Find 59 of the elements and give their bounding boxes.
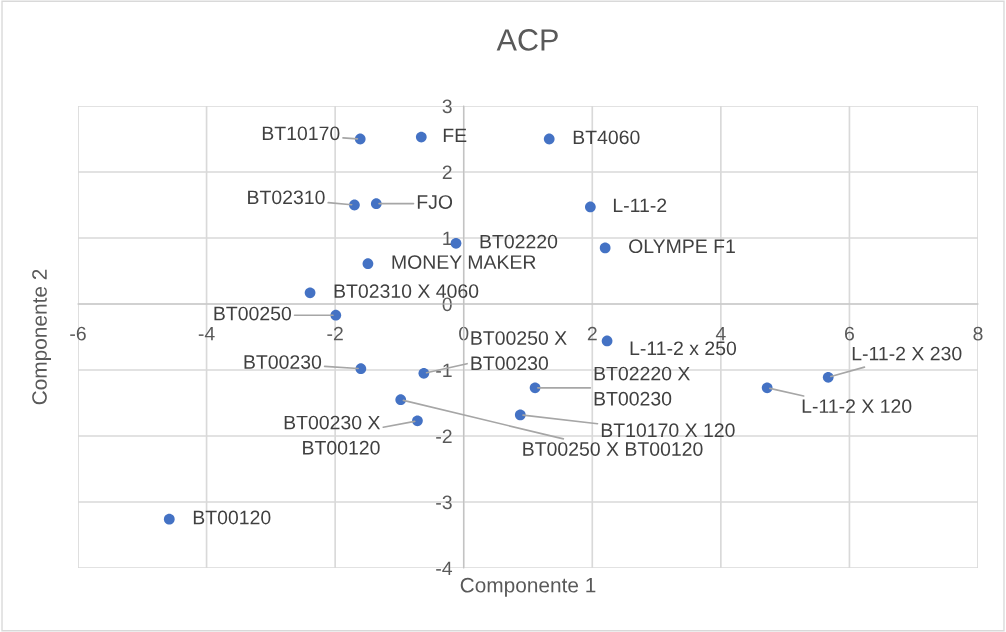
annotation: OLYMPE F1: [629, 239, 735, 254]
annotation: BT00230: [244, 355, 322, 369]
point: [415, 131, 427, 143]
annotation: BT10170 X 120: [601, 423, 735, 438]
annotation: L-11-2 X 120: [802, 399, 912, 414]
y-tick-label: 1: [443, 231, 452, 246]
y-tick-label: 0: [442, 297, 452, 312]
x-tick-label: 8: [973, 326, 983, 341]
point: [599, 242, 611, 254]
annotation: L-11-2 X 230: [852, 346, 962, 361]
point: [330, 309, 342, 321]
x-tick-label: -2: [327, 326, 343, 341]
annotation: BT02220: [480, 234, 558, 249]
y-tick-label: 3: [442, 99, 452, 114]
annotation: BT00250: [214, 306, 292, 321]
point: [543, 133, 555, 145]
point: [362, 258, 374, 270]
y-tick-label: -1: [436, 363, 452, 378]
y-tick-label: -4: [436, 561, 453, 576]
x-tick-label: -6: [70, 326, 86, 341]
x-tick-label: 0: [459, 326, 469, 341]
annotation: BT4060: [573, 130, 640, 145]
point: [514, 409, 526, 421]
point: [418, 367, 430, 379]
chart-title: ACP: [496, 29, 558, 51]
annotation: BT10170: [262, 126, 340, 141]
point: [450, 237, 462, 249]
point: [412, 415, 423, 427]
annotation: L-11-2 x 250: [630, 341, 737, 356]
y-axis-title: Componente 2: [32, 269, 51, 405]
point: [584, 201, 596, 213]
x-tick-label: -4: [198, 326, 215, 341]
annotation: BT02220 X BT00230: [594, 366, 690, 406]
y-tick-label: -3: [436, 495, 452, 510]
x-tick-label: 2: [587, 326, 597, 341]
point: [304, 287, 316, 299]
annotation: BT02310 X 4060: [334, 284, 479, 298]
x-tick-label: 6: [845, 326, 854, 341]
annotation: MONEY MAKER: [392, 255, 536, 269]
annotation: FJO: [417, 195, 453, 209]
annotation: L-11-2: [613, 198, 667, 213]
annotation: BT00250 X BT00120: [523, 442, 703, 456]
y-tick-label: -2: [436, 429, 452, 444]
annotation: BT00230 X BT00120: [284, 415, 381, 455]
annotation: FE: [443, 128, 467, 143]
x-tick-label: 4: [715, 326, 726, 341]
point: [601, 335, 613, 347]
point: [761, 382, 773, 394]
point: [370, 198, 382, 210]
annotation: BT00250 X BT00230: [471, 331, 567, 371]
point: [349, 199, 360, 211]
point: [163, 513, 175, 525]
point: [822, 371, 834, 383]
annotation: BT02310: [248, 190, 325, 205]
point: [355, 363, 367, 375]
annotation: BT00120: [193, 510, 271, 525]
x-axis-title: Componente 1: [460, 577, 596, 597]
point: [395, 394, 407, 406]
y-tick-label: 2: [442, 165, 452, 180]
